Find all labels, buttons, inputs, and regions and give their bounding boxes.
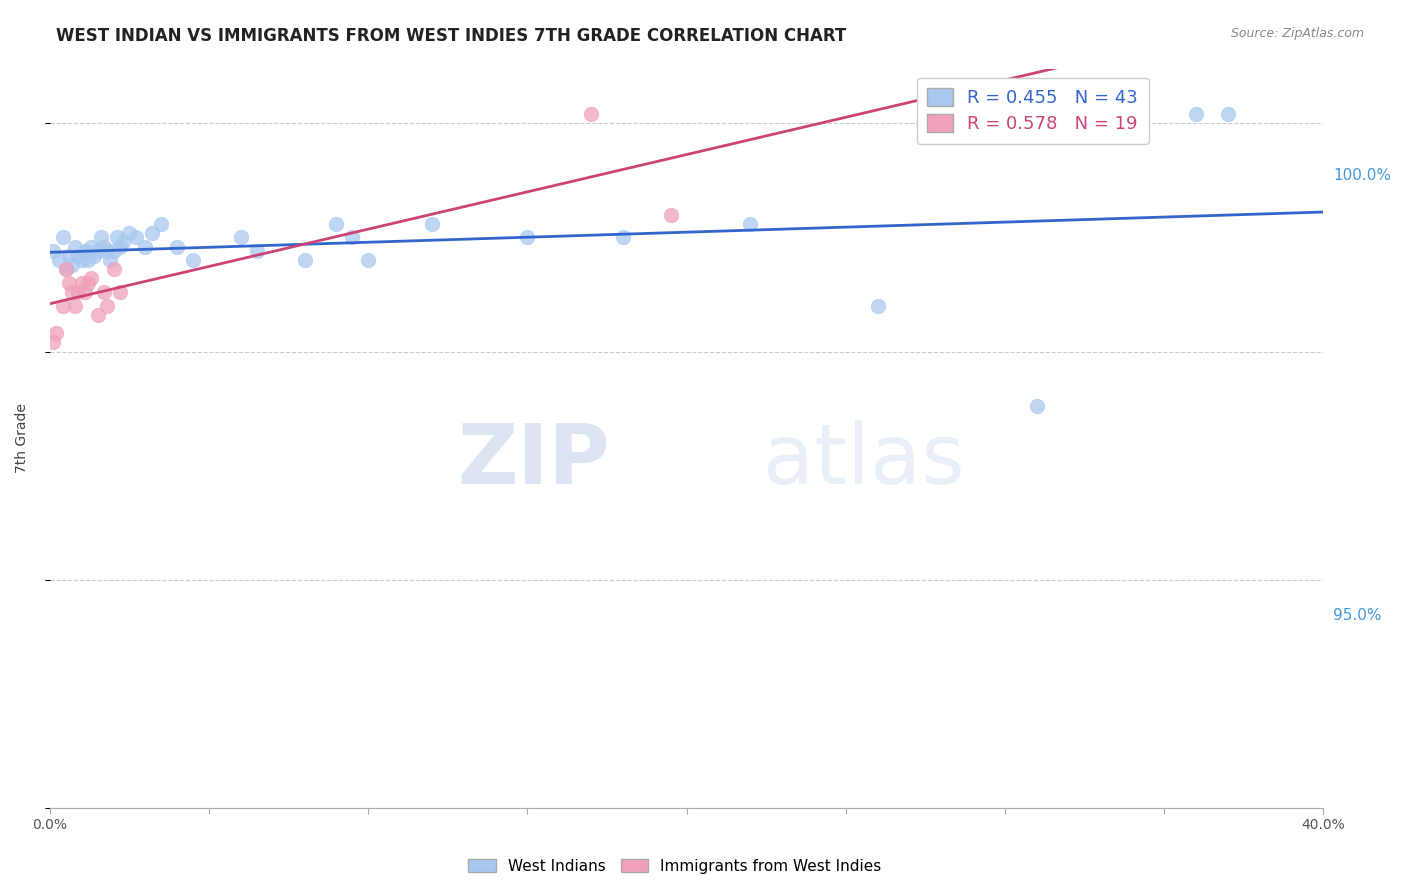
Point bbox=[93, 285, 115, 300]
Point bbox=[80, 271, 103, 285]
Point bbox=[357, 253, 380, 268]
Point bbox=[1216, 107, 1239, 121]
Point bbox=[141, 226, 163, 240]
Point bbox=[58, 249, 80, 263]
Point bbox=[65, 299, 87, 313]
Point bbox=[516, 230, 538, 244]
Point bbox=[52, 230, 75, 244]
Point bbox=[55, 262, 77, 277]
Point bbox=[181, 253, 204, 268]
Text: Source: ZipAtlas.com: Source: ZipAtlas.com bbox=[1230, 27, 1364, 40]
Point bbox=[80, 239, 103, 253]
Point bbox=[105, 230, 128, 244]
Point bbox=[294, 253, 316, 268]
Point bbox=[93, 239, 115, 253]
Point bbox=[60, 258, 83, 272]
Text: WEST INDIAN VS IMMIGRANTS FROM WEST INDIES 7TH GRADE CORRELATION CHART: WEST INDIAN VS IMMIGRANTS FROM WEST INDI… bbox=[56, 27, 846, 45]
Legend: R = 0.455   N = 43, R = 0.578   N = 19: R = 0.455 N = 43, R = 0.578 N = 19 bbox=[917, 78, 1149, 144]
Point bbox=[166, 239, 188, 253]
Text: atlas: atlas bbox=[763, 420, 965, 501]
Point bbox=[42, 335, 65, 350]
Point bbox=[1025, 399, 1047, 413]
Y-axis label: 7th Grade: 7th Grade bbox=[15, 403, 30, 473]
Point bbox=[48, 253, 70, 268]
Point bbox=[86, 244, 108, 259]
Point bbox=[60, 285, 83, 300]
Point bbox=[103, 262, 125, 277]
Point bbox=[70, 253, 93, 268]
Point bbox=[45, 326, 67, 341]
Point bbox=[58, 276, 80, 290]
Text: ZIP: ZIP bbox=[457, 420, 610, 501]
Point bbox=[77, 253, 100, 268]
Point bbox=[866, 299, 889, 313]
Point bbox=[67, 249, 90, 263]
Point bbox=[55, 262, 77, 277]
Point bbox=[325, 217, 347, 231]
Point bbox=[108, 239, 131, 253]
Point bbox=[65, 239, 87, 253]
Point bbox=[342, 230, 364, 244]
Point bbox=[246, 244, 269, 259]
Point bbox=[108, 285, 131, 300]
Point bbox=[96, 244, 118, 259]
Point bbox=[77, 276, 100, 290]
Point bbox=[73, 285, 96, 300]
Point bbox=[150, 217, 173, 231]
Point bbox=[1185, 107, 1208, 121]
Point bbox=[73, 244, 96, 259]
Point bbox=[103, 244, 125, 259]
Point bbox=[112, 235, 135, 249]
Point bbox=[90, 230, 112, 244]
Legend: West Indians, Immigrants from West Indies: West Indians, Immigrants from West Indie… bbox=[463, 853, 887, 880]
Point bbox=[52, 299, 75, 313]
Point bbox=[420, 217, 443, 231]
Point bbox=[612, 230, 634, 244]
Point bbox=[42, 244, 65, 259]
Point bbox=[229, 230, 252, 244]
Point bbox=[83, 249, 105, 263]
Point bbox=[125, 230, 148, 244]
Point bbox=[86, 308, 108, 322]
Point bbox=[740, 217, 762, 231]
Point bbox=[98, 253, 121, 268]
Point bbox=[70, 276, 93, 290]
Point bbox=[579, 107, 602, 121]
Point bbox=[118, 226, 141, 240]
Point bbox=[67, 285, 90, 300]
Point bbox=[659, 208, 682, 222]
Point bbox=[134, 239, 156, 253]
Point bbox=[96, 299, 118, 313]
